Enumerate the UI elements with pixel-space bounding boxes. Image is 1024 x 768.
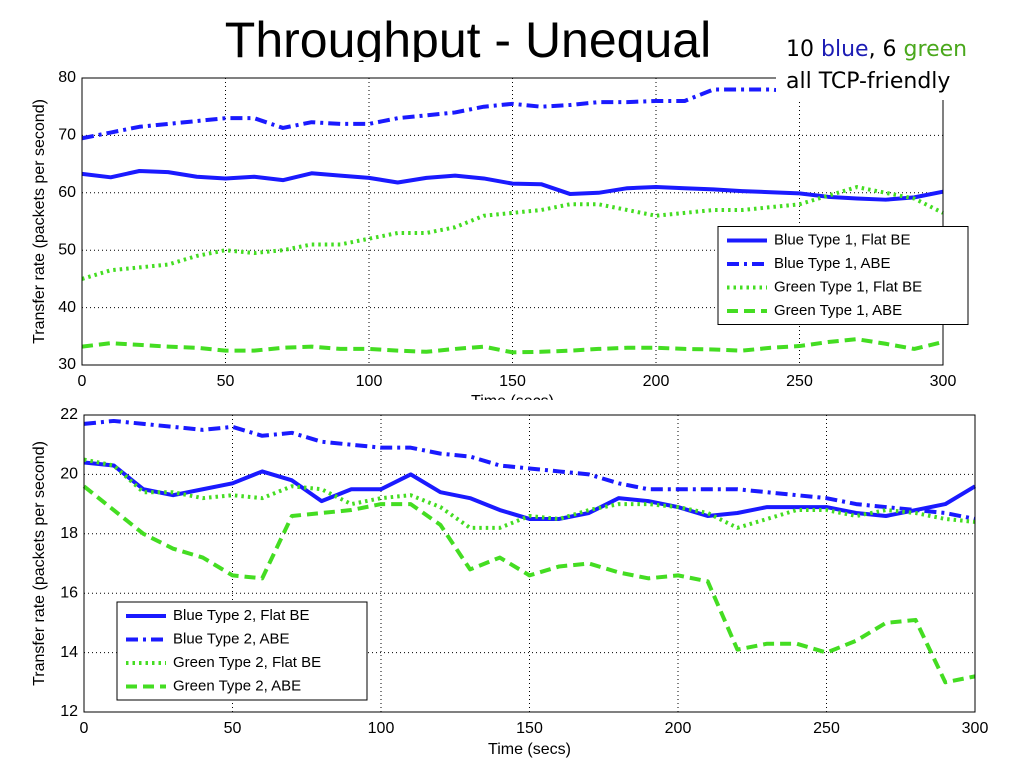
x-tick-label: 200 (643, 373, 670, 390)
x-tick-label: 0 (78, 373, 87, 390)
annotation-part: 10 (786, 37, 821, 62)
x-tick-label: 200 (665, 720, 692, 737)
y-tick-label: 16 (60, 584, 78, 601)
y-tick-label: 12 (60, 703, 78, 720)
x-tick-label: 100 (356, 373, 383, 390)
plot-frame (83, 414, 976, 713)
legend-label: Blue Type 2, Flat BE (173, 607, 309, 624)
x-tick-label: 50 (224, 720, 242, 737)
series-line (81, 337, 944, 355)
series-line (81, 185, 944, 281)
x-tick-label: 150 (516, 720, 543, 737)
y-tick-label: 18 (60, 525, 78, 542)
y-tick-label: 80 (58, 69, 76, 86)
y-axis-label: Transfer rate (packets per second) (31, 441, 48, 686)
legend-label: Blue Type 2, ABE (173, 630, 289, 647)
legend-box (717, 226, 969, 325)
annotation-part: blue (821, 37, 869, 62)
series-line (82, 484, 976, 685)
y-axis-label: Transfer rate (packets per second) (31, 99, 48, 344)
y-tick-label: 14 (60, 644, 78, 661)
legend-label: Blue Type 1, Flat BE (774, 231, 910, 248)
x-tick-label: 150 (499, 373, 526, 390)
annotation-line: all TCP-friendly (786, 69, 950, 94)
x-tick-label: 0 (80, 720, 89, 737)
plot-frame (81, 77, 944, 366)
y-tick-label: 40 (58, 299, 76, 316)
annotation-background (776, 28, 1006, 100)
y-tick-label: 30 (58, 356, 76, 373)
series-line (83, 460, 977, 521)
x-axis-label: Time (secs) (488, 741, 571, 758)
x-tick-label: 100 (368, 720, 395, 737)
x-tick-label: 300 (962, 720, 989, 737)
legend-box (116, 601, 368, 701)
x-tick-label: 300 (930, 373, 957, 390)
legend-label: Green Type 1, ABE (774, 302, 902, 319)
x-tick-label: 250 (786, 373, 813, 390)
annotation-part: , 6 (869, 37, 904, 62)
legend-label: Green Type 2, ABE (173, 677, 301, 694)
y-tick-label: 22 (60, 406, 78, 423)
x-tick-label: 50 (217, 373, 235, 390)
slide-title: Throughput - Unequal (225, 12, 711, 68)
x-tick-label: 250 (813, 720, 840, 737)
annotation-part: green (904, 37, 968, 62)
series-line (83, 418, 976, 521)
legend-label: Green Type 2, Flat BE (173, 654, 321, 671)
y-tick-label: 60 (58, 184, 76, 201)
legend-label: Blue Type 1, ABE (774, 255, 890, 272)
series-line (81, 168, 944, 202)
legend-label: Green Type 1, Flat BE (774, 278, 922, 295)
chart-background (28, 400, 998, 768)
y-tick-label: 70 (58, 127, 76, 144)
y-tick-label: 50 (58, 241, 76, 258)
y-tick-label: 20 (60, 466, 78, 483)
annotation-line: 10 blue, 6 green (786, 37, 967, 62)
series-line (83, 457, 976, 530)
